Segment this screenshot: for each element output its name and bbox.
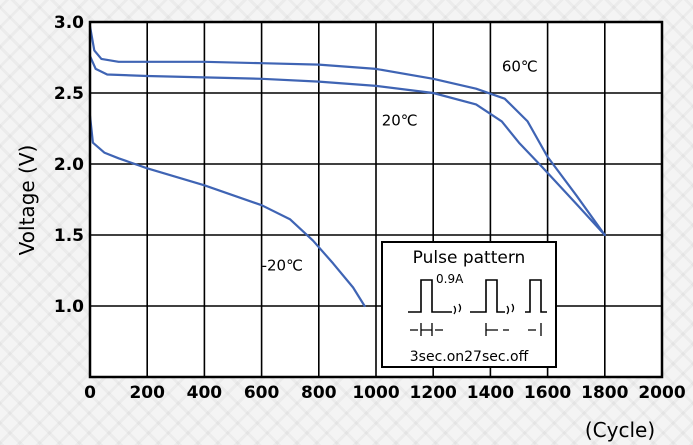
y-tick-label: 2.5 xyxy=(54,84,84,104)
y-axis-ticks: 1.0 1.5 2.0 2.5 3.0 xyxy=(54,13,84,317)
x-axis-title: (Cycle) xyxy=(585,418,655,442)
series-label-0: 60℃ xyxy=(502,58,538,76)
x-tick-label: 0 xyxy=(84,383,96,403)
series-label-2: -20℃ xyxy=(262,257,303,275)
inset-caption: 3sec.on27sec.off xyxy=(410,349,529,365)
x-tick-label: 1600 xyxy=(524,383,571,403)
x-tick-label: 1200 xyxy=(410,383,457,403)
x-tick-label: 200 xyxy=(129,383,165,403)
break-marks xyxy=(453,303,515,315)
series-lines xyxy=(88,25,606,308)
x-tick-label: 1400 xyxy=(467,383,514,403)
series-line-0 xyxy=(88,25,606,237)
series-line-2 xyxy=(88,114,366,308)
x-tick-label: 1000 xyxy=(352,383,399,403)
dimension-marks xyxy=(410,323,542,336)
y-tick-label: 1.0 xyxy=(54,297,84,317)
y-tick-label: 2.0 xyxy=(54,155,84,175)
inset-amplitude: 0.9A xyxy=(436,272,464,286)
series-line-1 xyxy=(88,55,606,237)
pulse-pattern-inset: Pulse pattern 0.9A 3sec.on27sec.off xyxy=(381,241,557,368)
x-tick-label: 400 xyxy=(187,383,223,403)
y-tick-label: 3.0 xyxy=(54,13,84,33)
pulse-waveform xyxy=(408,279,547,313)
series-label-1: 20℃ xyxy=(382,112,418,130)
x-tick-label: 800 xyxy=(301,383,337,403)
x-axis-ticks: 0 200 400 600 800 1000 1200 1400 1600 1800 2000 xyxy=(84,383,686,403)
y-tick-label: 1.5 xyxy=(54,226,84,246)
inset-frame xyxy=(381,241,557,368)
plot-frame xyxy=(88,20,664,379)
x-tick-label: 1800 xyxy=(581,383,628,403)
y-axis-title: Voltage (V) xyxy=(15,145,39,256)
x-tick-label: 2000 xyxy=(638,383,685,403)
x-tick-label: 600 xyxy=(244,383,280,403)
inset-title: Pulse pattern xyxy=(413,248,526,268)
series-labels: 60℃ 20℃ -20℃ xyxy=(262,58,538,275)
